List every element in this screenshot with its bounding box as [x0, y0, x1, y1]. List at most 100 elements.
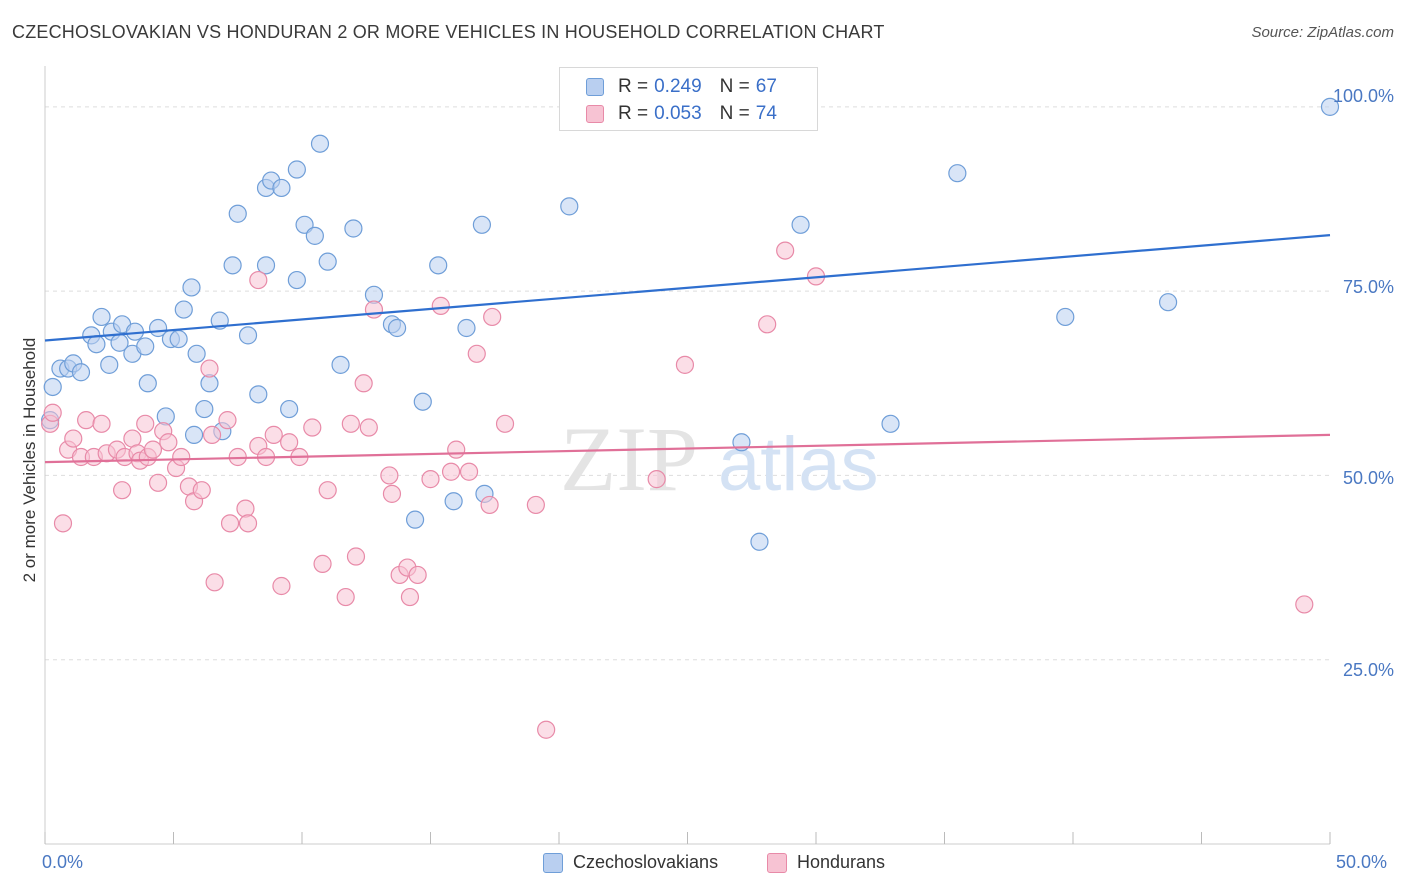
chart-title: CZECHOSLOVAKIAN VS HONDURAN 2 OR MORE VE… — [12, 22, 885, 42]
data-point — [256, 256, 276, 275]
data-point — [359, 418, 378, 437]
data-point — [205, 573, 224, 592]
data-point — [382, 484, 402, 503]
legend-swatch-pink — [586, 105, 604, 123]
data-point — [280, 433, 299, 452]
data-point — [287, 160, 306, 179]
data-point — [1320, 97, 1340, 116]
data-point — [364, 300, 384, 319]
data-point — [344, 219, 363, 238]
y-tick-label: 25.0% — [1342, 660, 1394, 680]
data-point — [195, 399, 214, 419]
grid-lines — [45, 106, 1330, 661]
data-point — [948, 164, 967, 183]
chart-source: Source: ZipAtlas.com — [1251, 24, 1394, 41]
data-point — [184, 425, 204, 444]
data-point — [537, 720, 556, 739]
data-point — [1056, 307, 1075, 327]
data-point — [287, 270, 306, 290]
data-point — [182, 278, 201, 297]
legend-item-czechoslovakians[interactable]: Czechoslovakians — [543, 852, 718, 873]
data-point — [136, 337, 155, 356]
data-point — [408, 565, 427, 585]
data-point — [421, 470, 440, 489]
data-point — [758, 315, 777, 334]
data-point — [441, 462, 461, 481]
data-point — [202, 425, 222, 444]
data-point — [318, 252, 337, 271]
x-tick-label: 0.0% — [42, 852, 84, 872]
data-point — [413, 392, 432, 411]
data-point — [387, 318, 407, 338]
data-point — [354, 374, 373, 393]
data-point — [238, 514, 258, 533]
data-point — [249, 385, 268, 404]
data-point — [447, 440, 466, 459]
legend-swatch-pink — [767, 852, 787, 873]
data-point — [313, 554, 332, 573]
data-point — [318, 481, 337, 500]
data-point — [459, 462, 479, 481]
data-point — [380, 466, 399, 485]
data-point — [43, 377, 62, 397]
data-point — [138, 374, 157, 393]
legend-n-value: 67 — [755, 76, 777, 97]
legend-r-label: R = — [618, 76, 649, 97]
data-point — [405, 510, 425, 529]
data-point — [264, 425, 283, 444]
legend-label: Hondurans — [797, 852, 886, 872]
czechoslovakians-points — [41, 97, 1340, 551]
data-point — [112, 481, 132, 500]
legend-item-hondurans[interactable]: Hondurans — [767, 852, 885, 873]
data-point — [429, 256, 448, 275]
data-point — [495, 414, 515, 433]
data-point — [431, 296, 450, 315]
data-point — [174, 300, 193, 319]
legend-n-label: N = — [719, 76, 750, 97]
y-tick-label: 100.0% — [1332, 86, 1394, 106]
data-point — [223, 256, 242, 275]
data-point — [1158, 293, 1178, 312]
stats-legend: R = 0.249 N = 67 R = 0.053 N = 74 — [559, 67, 818, 131]
data-point — [750, 532, 769, 551]
legend-swatch-blue — [586, 78, 604, 96]
data-point — [236, 499, 255, 518]
data-point — [341, 414, 360, 433]
data-point — [87, 335, 106, 354]
data-point — [53, 514, 73, 533]
data-point — [64, 429, 83, 448]
data-point — [305, 226, 324, 245]
data-point — [272, 178, 291, 198]
data-point — [71, 363, 91, 382]
data-point — [192, 481, 211, 500]
data-point — [92, 414, 111, 433]
y-tick-label: 75.0% — [1342, 277, 1394, 297]
axes — [44, 66, 1331, 845]
data-point — [143, 440, 163, 459]
x-tick-label: 50.0% — [1336, 852, 1388, 872]
data-point — [159, 433, 178, 452]
hondurans-points — [41, 241, 1314, 739]
data-point — [647, 470, 666, 489]
data-point — [472, 215, 491, 234]
data-point — [200, 359, 219, 378]
legend-n-label: N = — [719, 103, 750, 124]
data-point — [675, 355, 695, 374]
data-point — [791, 215, 810, 234]
legend-r-value: 0.249 — [654, 76, 702, 97]
watermark-zip: ZIP — [560, 408, 698, 510]
trend-line — [44, 433, 1331, 464]
data-point — [249, 270, 268, 290]
data-point — [77, 411, 96, 430]
y-tick-label: 50.0% — [1342, 468, 1394, 488]
data-point — [272, 576, 291, 596]
data-point — [336, 587, 355, 607]
data-point — [187, 344, 206, 363]
data-point — [92, 307, 111, 327]
data-point — [169, 329, 188, 349]
data-point — [280, 399, 299, 419]
data-point — [238, 326, 258, 345]
data-point — [400, 587, 420, 607]
data-point — [303, 418, 322, 437]
